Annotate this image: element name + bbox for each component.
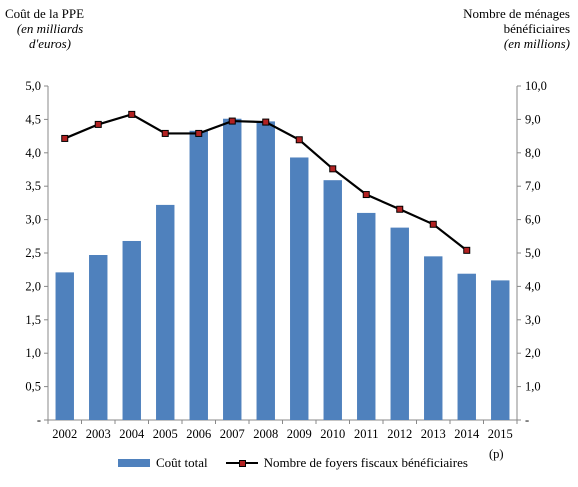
x-tick-label: 2002 [52,427,77,441]
left-tick-label: 4,0 [25,146,41,160]
bar-cout-total [491,280,510,420]
legend-swatch-bar [118,459,150,467]
legend-item-bar: Coût total [118,455,208,471]
bar-cout-total [357,212,376,420]
right-tick-label: 5,0 [525,246,541,260]
right-tick-label: 1,0 [525,380,541,394]
right-tick-label: 2,0 [525,346,541,360]
x-tick-label: 2005 [153,427,178,441]
legend-item-line: Nombre de foyers fiscaux bénéficiaires [225,455,468,471]
x-tick-label: 2004 [119,427,145,441]
bar-cout-total [323,180,342,420]
marker-foyers [161,129,169,137]
x-tick-label: 2014 [454,427,480,441]
x-tick-label: 2013 [421,427,446,441]
right-axis-title: Nombre de ménages bénéficiaires (en mill… [430,6,570,51]
right-tick-label: 6,0 [525,213,541,227]
bar-cout-total [390,227,409,420]
left-tick-label: 3,5 [25,179,41,193]
x-tick-label: 2011 [354,427,379,441]
right-axis-unit: (en millions) [503,36,570,51]
marker-foyers [262,118,270,126]
x-tick-label: 2003 [86,427,111,441]
category-note: (p) [489,447,504,461]
marker-foyers [463,246,471,254]
bar-cout-total [223,118,242,421]
left-tick-label: 1,0 [25,346,41,360]
x-tick-label: 2007 [220,427,245,441]
marker-foyers [228,117,236,125]
right-tick-label: 3,0 [525,313,541,327]
marker-foyers [61,134,69,142]
bar-cout-total [256,121,275,421]
marker-foyers [429,220,437,228]
x-tick-label: 2009 [287,427,312,441]
marker-foyers [94,120,102,128]
x-tick-label: 2015 [488,427,513,441]
left-tick-label: 2,5 [25,246,41,260]
bar-cout-total [89,255,108,420]
right-tick-label: 8,0 [525,146,541,160]
x-tick-label: 2012 [387,427,412,441]
left-axis-unit: (en milliards d'euros) [16,21,84,51]
x-tick-label: 2010 [320,427,345,441]
legend-swatch-line [225,457,258,469]
marker-foyers [128,110,136,118]
bar-cout-total [55,272,74,420]
marker-foyers [195,129,203,137]
bar-cout-total [457,273,476,420]
right-tick-label: 10,0 [525,79,547,93]
x-tick-label: 2006 [186,427,211,441]
legend-label-line: Nombre de foyers fiscaux bénéficiaires [263,455,468,470]
left-tick-label: 2,0 [25,279,41,293]
right-tick-label: 9,0 [525,112,541,126]
bar-cout-total [122,240,141,420]
bar-cout-total [290,157,309,420]
right-tick-label: - [525,413,529,427]
right-tick-label: 7,0 [525,179,541,193]
left-tick-label: 3,0 [25,213,41,227]
x-tick-label: 2008 [253,427,278,441]
marker-foyers [295,136,303,144]
right-axis-title-text: Nombre de ménages bénéficiaires [463,6,570,36]
bar-cout-total [424,256,443,420]
left-axis-title-text: Coût de la PPE [5,6,85,21]
marker-foyers [329,165,337,173]
right-tick-label: 4,0 [525,279,541,293]
marker-foyers [362,191,370,199]
left-tick-label: 5,0 [25,79,41,93]
left-tick-label: 1,5 [25,313,41,327]
marker-foyers [396,205,404,213]
bar-cout-total [189,130,208,421]
legend-label-bar: Coût total [156,455,208,470]
bar-cout-total [156,204,175,420]
chart-legend: Coût total Nombre de foyers fiscaux béné… [118,455,486,471]
left-tick-label: 4,5 [25,112,41,126]
left-axis-title: Coût de la PPE (en milliards d'euros) [5,6,145,51]
left-tick-label: - [37,413,41,427]
left-tick-label: 0,5 [25,380,41,394]
